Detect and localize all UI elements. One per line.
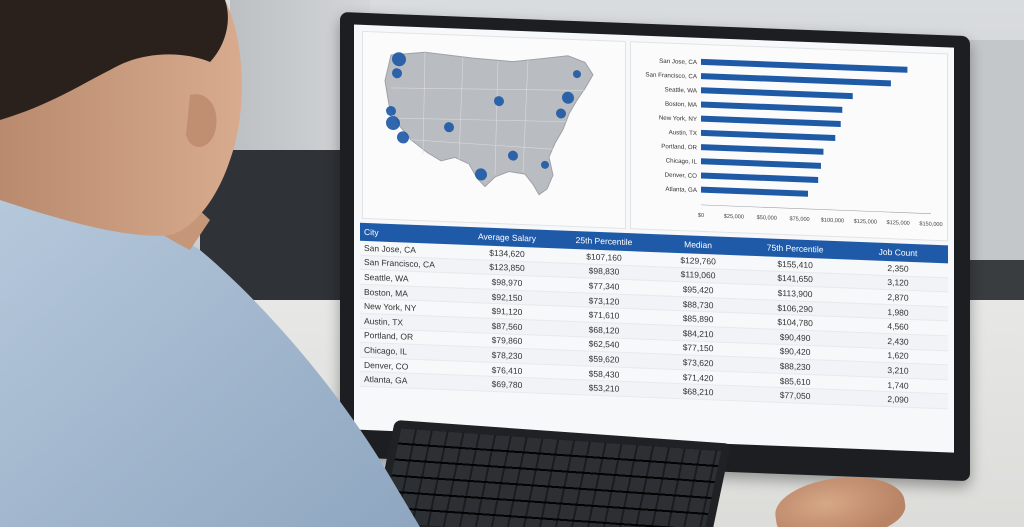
map-marker — [392, 68, 402, 79]
map-marker — [475, 168, 487, 181]
x-axis-ticks: $0 $25,000 $50,000 $75,000 $100,000 $125,000 $… — [698, 213, 943, 228]
map-marker — [386, 105, 396, 116]
shirt — [0, 175, 420, 527]
monitor-screen: San Jose, CA San Francisco, CA Seattle, WA… — [354, 24, 954, 453]
map-marker — [541, 160, 549, 169]
bar-category-label: Denver, CO — [665, 172, 697, 180]
bar-category-label: Seattle, WA — [665, 86, 698, 94]
bar-category-labels: San Jose, CA San Francisco, CA Seattle, WA… — [645, 58, 698, 194]
bar-category-label: Portland, OR — [661, 143, 697, 151]
bar-chart-svg: San Jose, CA San Francisco, CA Seattle, WA… — [645, 58, 943, 228]
bar-category-label: Atlanta, GA — [665, 186, 698, 194]
bar-category-label: San Francisco, CA — [645, 71, 697, 80]
bar — [701, 172, 819, 183]
bar-category-label: Austin, TX — [669, 129, 697, 137]
bar — [701, 58, 908, 73]
bar-series — [701, 58, 908, 197]
bar — [701, 129, 836, 142]
us-map — [384, 51, 594, 196]
monitor: San Jose, CA San Francisco, CA Seattle, WA… — [340, 12, 970, 482]
table-cell: $53,210 — [554, 379, 654, 398]
bar — [701, 115, 841, 128]
map-marker — [556, 108, 566, 119]
bar — [701, 186, 808, 197]
x-tick-label: $125,000 — [886, 220, 909, 227]
bar — [701, 73, 891, 87]
bar-category-label: New York, NY — [659, 115, 697, 123]
table-cell: $77,050 — [742, 386, 848, 405]
map-marker — [386, 116, 400, 131]
x-tick-label: $125,000 — [854, 219, 877, 226]
map-marker — [494, 96, 504, 107]
bar — [701, 144, 824, 155]
bar-category-label: San Jose, CA — [659, 58, 698, 66]
us-map-outline — [384, 51, 594, 196]
table-cell: $68,210 — [653, 382, 743, 401]
salary-bar-chart: San Jose, CA San Francisco, CA Seattle, WA… — [630, 41, 948, 242]
state-borders — [390, 52, 586, 175]
map-marker — [573, 70, 581, 79]
x-tick-label: $75,000 — [789, 216, 809, 223]
x-tick-label: $100,000 — [821, 217, 844, 224]
hair — [0, 0, 228, 120]
table-cell: 2,090 — [848, 390, 948, 409]
us-map-panel — [362, 30, 626, 229]
ear — [186, 94, 217, 148]
map-marker — [562, 91, 574, 104]
person-silhouette — [0, 0, 420, 527]
map-markers — [386, 52, 581, 181]
map-marker — [392, 52, 406, 67]
x-tick-label: $0 — [698, 213, 704, 219]
person-back-view — [0, 0, 500, 527]
bar-category-label: Chicago, IL — [666, 157, 698, 165]
x-tick-label: $150,000 — [919, 221, 942, 228]
map-marker — [508, 150, 518, 161]
bar — [701, 87, 853, 100]
map-marker — [444, 122, 454, 133]
bar — [701, 158, 821, 169]
map-marker — [397, 131, 409, 144]
bar — [701, 101, 843, 113]
x-tick-label: $50,000 — [757, 215, 777, 222]
x-axis-line — [701, 204, 931, 215]
bar-category-label: Boston, MA — [665, 101, 698, 109]
x-tick-label: $25,000 — [724, 214, 744, 221]
